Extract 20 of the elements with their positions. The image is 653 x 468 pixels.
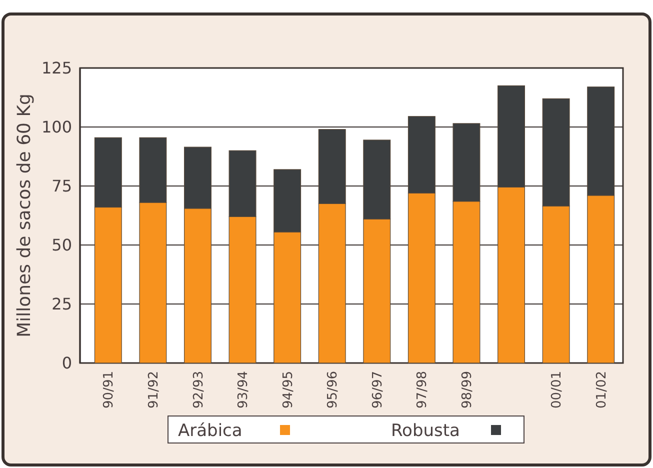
- y-tick-label: 25: [52, 294, 72, 314]
- x-tick-label: 92/93: [191, 371, 206, 408]
- x-tick-label: 97/98: [415, 371, 430, 408]
- x-tick-label: 96/97: [370, 371, 386, 408]
- legend-label: Arábica: [178, 420, 242, 441]
- x-tick-label: 00/01: [550, 371, 565, 408]
- x-tick-label: 01/02: [594, 371, 610, 408]
- y-tick-label: 50: [52, 236, 72, 255]
- x-tick-label: 93/94: [236, 371, 252, 408]
- y-axis-title: Millones de sacos de 60 Kg: [14, 94, 35, 338]
- x-tick-label: 94/95: [280, 371, 296, 408]
- x-tick-label: 95/96: [326, 371, 341, 408]
- y-tick-label: 75: [52, 176, 72, 196]
- x-tick-label: 90/91: [102, 371, 117, 408]
- x-tick-label: 91/92: [146, 371, 162, 408]
- x-tick-label: 98/99: [460, 371, 476, 408]
- legend-label: Robusta: [391, 420, 460, 441]
- y-tick-label: 0: [62, 354, 72, 373]
- y-tick-label: 125: [41, 58, 72, 78]
- y-tick-label: 100: [41, 118, 72, 137]
